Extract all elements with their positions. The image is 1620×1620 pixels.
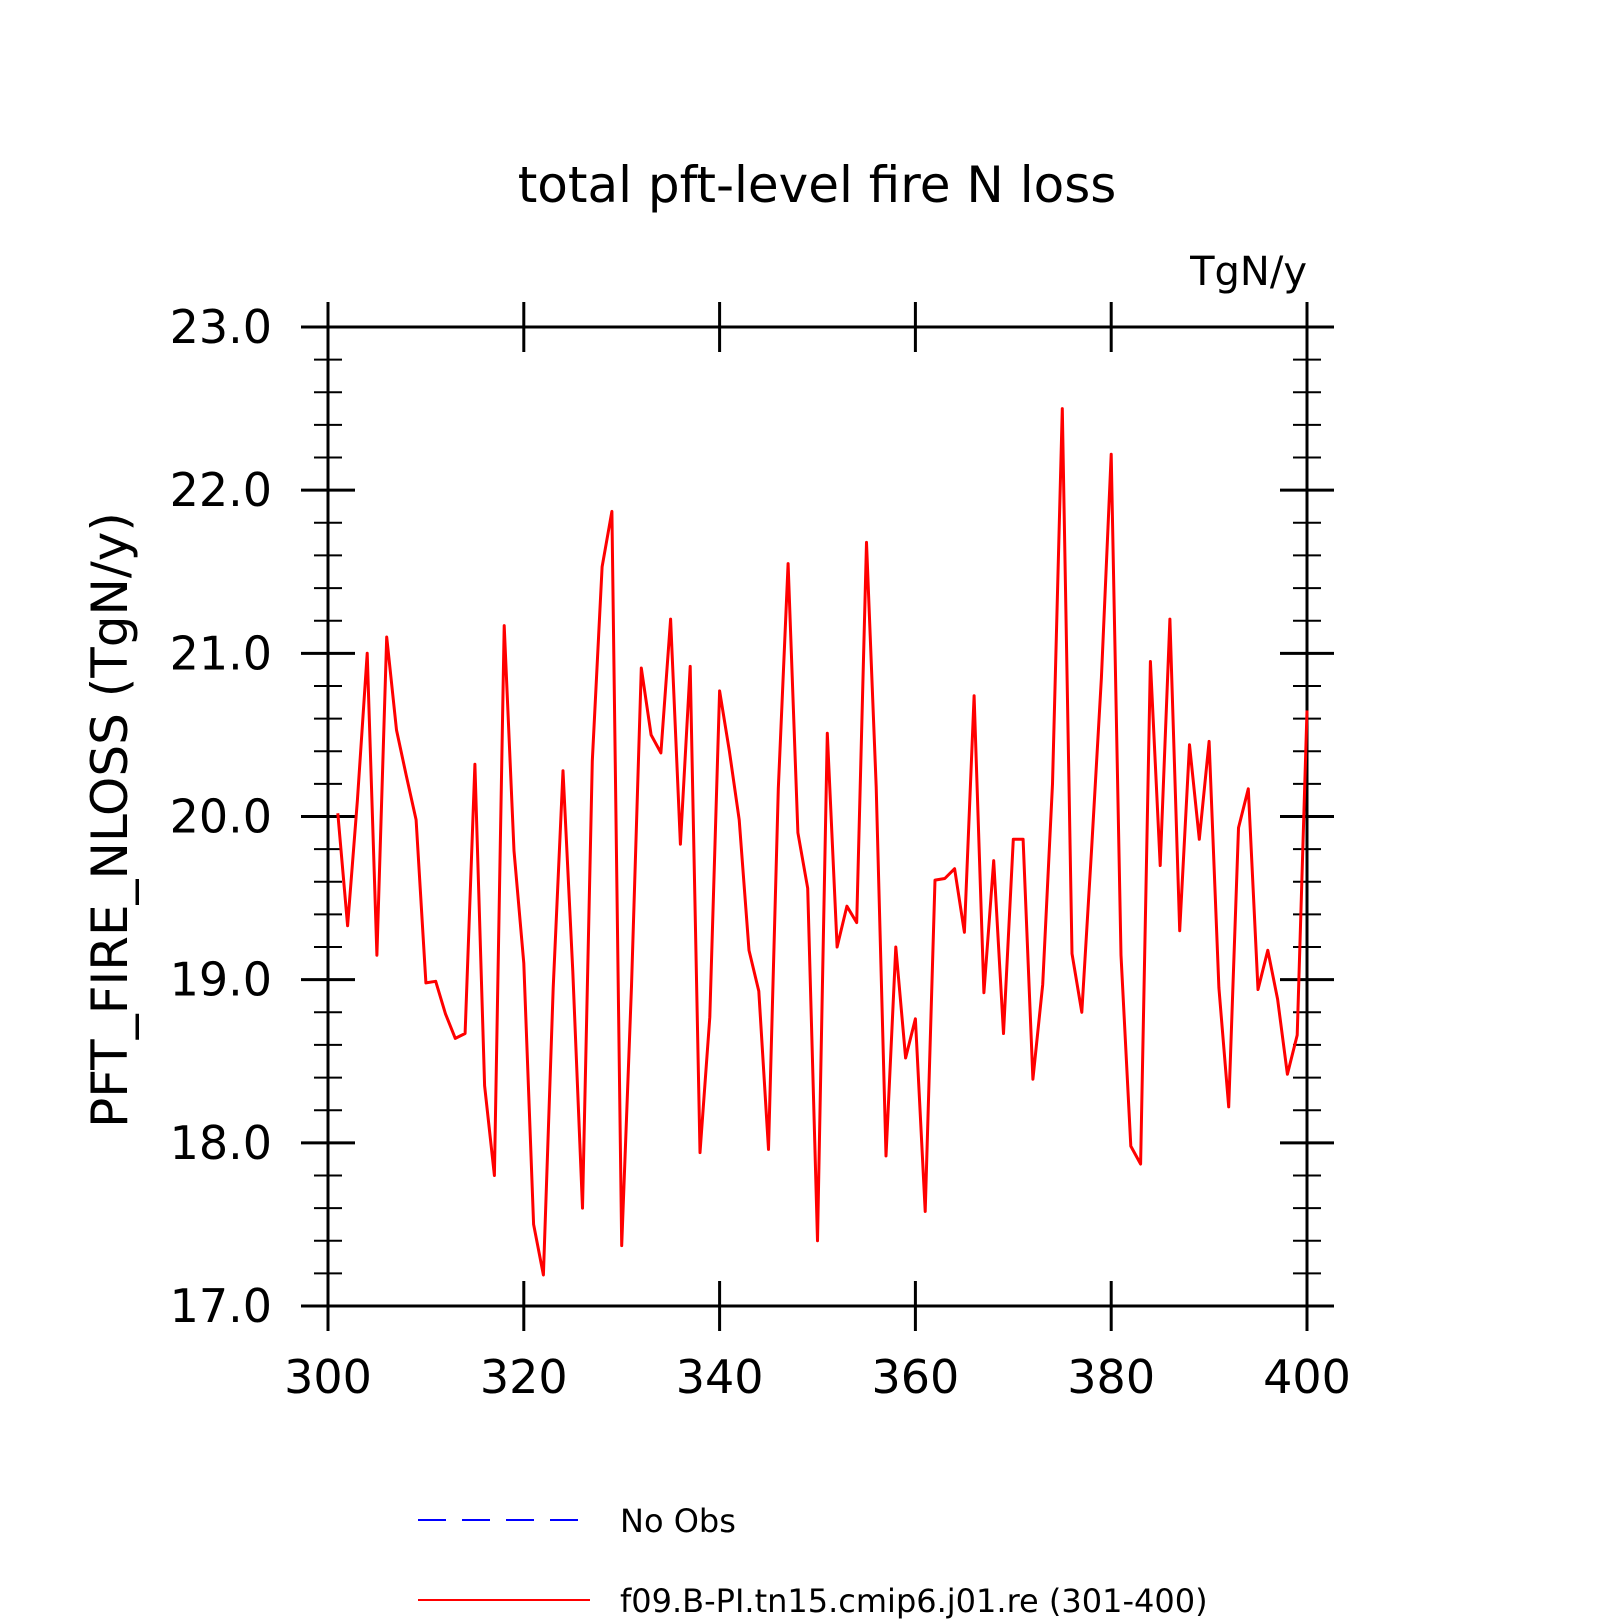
y-axis-label: PFT_FIRE_NLOSS (TgN/y): [81, 512, 139, 1128]
x-tick-label: 340: [676, 1350, 764, 1404]
x-tick-label: 300: [284, 1350, 372, 1404]
chart-title: total pft-level fire N loss: [518, 156, 1117, 214]
plot-frame: [326, 325, 1309, 1308]
series-line: [336, 407, 1309, 1277]
plot-area: 300 320 340 360 380 400 17.0 18.0 19.0 20.0 21.0 22…: [170, 300, 1351, 1404]
x-tick-label: 400: [1263, 1350, 1351, 1404]
y-tick-label: 19.0: [170, 953, 272, 1007]
legend-label: f09.B-PI.tn15.cmip6.j01.re (301-400): [620, 1582, 1208, 1620]
units-label: TgN/y: [1189, 249, 1307, 295]
legend-label: No Obs: [620, 1502, 736, 1540]
legend: No Obs f09.B-PI.tn15.cmip6.j01.re (301-40…: [418, 1502, 1208, 1620]
y-tick-label: 23.0: [170, 300, 272, 354]
y-tick-label: 22.0: [170, 463, 272, 517]
x-tick-label: 380: [1067, 1350, 1155, 1404]
y-tick-label: 21.0: [170, 626, 272, 680]
x-tick-label: 320: [480, 1350, 568, 1404]
x-tick-label: 360: [871, 1350, 959, 1404]
y-tick-label: 17.0: [170, 1279, 272, 1333]
y-tick-label: 18.0: [170, 1116, 272, 1170]
y-tick-label: 20.0: [170, 790, 272, 844]
